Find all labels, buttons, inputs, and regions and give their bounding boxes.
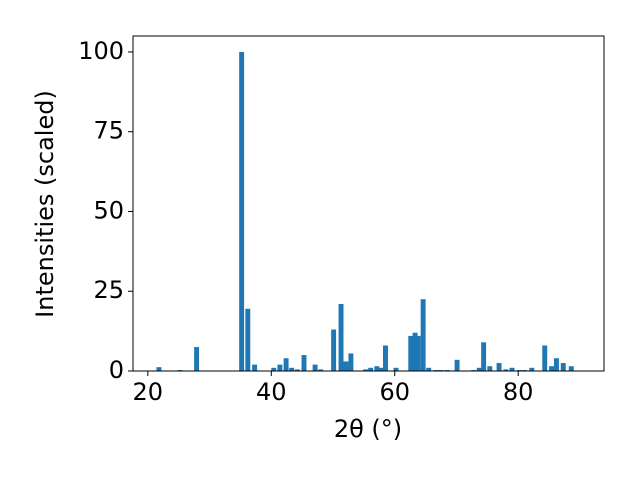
bar bbox=[378, 367, 384, 371]
bar bbox=[374, 366, 380, 371]
bar bbox=[331, 329, 337, 371]
bar bbox=[560, 363, 566, 371]
bar bbox=[454, 359, 460, 371]
x-tick-label: 20 bbox=[133, 378, 164, 406]
bar bbox=[301, 355, 307, 371]
bar bbox=[343, 361, 349, 371]
bar bbox=[420, 299, 426, 371]
bar bbox=[283, 358, 289, 371]
bar bbox=[568, 366, 574, 371]
x-tick-label: 40 bbox=[256, 378, 287, 406]
bar bbox=[194, 347, 200, 371]
y-tick-label: 50 bbox=[93, 196, 124, 224]
bar bbox=[239, 51, 245, 371]
bar bbox=[348, 353, 354, 371]
bar bbox=[252, 364, 258, 371]
bar bbox=[318, 369, 324, 371]
x-axis-label: 2θ (°) bbox=[334, 415, 402, 443]
bar bbox=[503, 369, 509, 371]
bar bbox=[529, 367, 535, 371]
plot-frame bbox=[132, 35, 605, 372]
bar bbox=[408, 335, 414, 371]
bar bbox=[338, 304, 344, 371]
bar bbox=[415, 335, 421, 371]
y-axis-label: Intensities (scaled) bbox=[31, 90, 59, 318]
bar bbox=[277, 364, 283, 371]
bar bbox=[476, 367, 482, 371]
bar bbox=[496, 363, 502, 371]
bar bbox=[481, 342, 487, 371]
x-tick-label: 80 bbox=[503, 378, 534, 406]
x-tick-label: 60 bbox=[379, 378, 410, 406]
bar bbox=[271, 367, 277, 371]
bar bbox=[553, 358, 559, 371]
bar bbox=[294, 369, 300, 371]
bar bbox=[487, 366, 493, 371]
bar bbox=[549, 366, 554, 371]
bar bbox=[363, 369, 369, 371]
bar bbox=[368, 367, 374, 371]
bar bbox=[245, 308, 251, 371]
bar bbox=[312, 364, 318, 371]
bar bbox=[383, 345, 388, 371]
y-tick-label: 100 bbox=[78, 37, 124, 65]
y-tick-label: 25 bbox=[93, 276, 124, 304]
bar bbox=[289, 367, 295, 371]
y-tick-label: 0 bbox=[109, 356, 124, 384]
bar bbox=[412, 332, 418, 371]
bar bbox=[509, 367, 515, 371]
bar bbox=[426, 367, 432, 371]
y-tick-label: 75 bbox=[93, 117, 124, 145]
bar bbox=[156, 367, 162, 371]
bar bbox=[393, 367, 399, 371]
bar bbox=[542, 345, 548, 371]
